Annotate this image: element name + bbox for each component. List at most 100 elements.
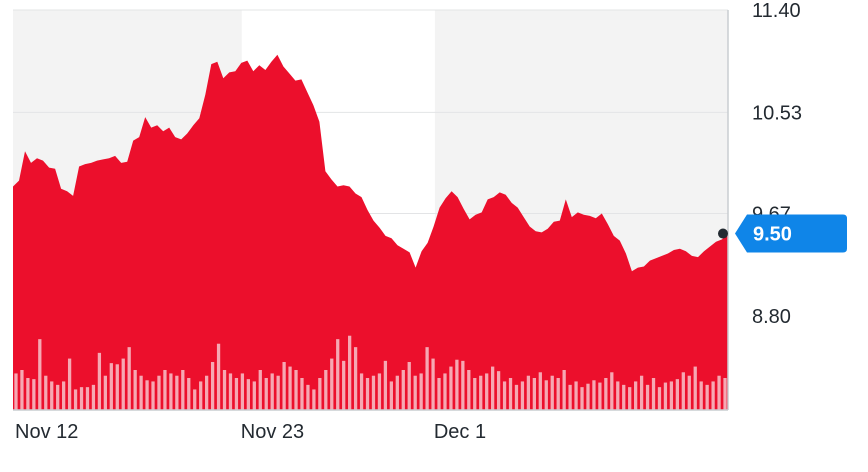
- x-tick-label: Nov 23: [241, 421, 304, 443]
- volume-bar: [348, 335, 352, 410]
- volume-bar: [127, 347, 131, 410]
- volume-bar: [395, 375, 399, 410]
- volume-bar: [210, 362, 215, 410]
- volume-bar: [437, 378, 441, 410]
- volume-bar: [38, 339, 42, 410]
- volume-bar: [550, 375, 554, 410]
- volume-bar: [312, 389, 316, 410]
- y-tick-label: 8.80: [752, 306, 791, 328]
- volume-bar: [419, 373, 423, 410]
- y-tick-label: 10.53: [752, 102, 802, 124]
- volume-bar: [687, 375, 691, 410]
- volume-bar: [67, 358, 72, 410]
- volume-bar: [574, 381, 578, 410]
- volume-bar: [461, 360, 465, 410]
- volume-bar: [610, 372, 614, 410]
- volume-bar: [514, 384, 519, 410]
- volume-bar: [133, 370, 137, 410]
- volume-bar: [371, 375, 376, 410]
- volume-bar: [151, 381, 155, 410]
- volume-bar: [228, 373, 233, 410]
- volume-bar: [455, 359, 459, 410]
- volume-bar: [157, 375, 161, 410]
- volume-bar: [216, 343, 221, 410]
- volume-bar: [556, 378, 560, 410]
- volume-bar: [282, 362, 286, 410]
- volume-bar: [169, 373, 173, 410]
- volume-bar: [306, 384, 310, 410]
- volume-bar: [264, 378, 268, 410]
- volume-bar: [50, 381, 54, 410]
- volume-bar: [79, 387, 84, 410]
- volume-bar: [26, 378, 30, 410]
- volume-bar: [592, 380, 596, 410]
- volume-bar: [240, 373, 245, 410]
- volume-bar: [425, 347, 429, 410]
- price-area-fill: [13, 54, 728, 410]
- volume-bar: [562, 370, 566, 410]
- volume-bar: [705, 384, 709, 410]
- volume-bar: [711, 381, 715, 410]
- volume-bar: [443, 373, 447, 410]
- volume-bar: [485, 373, 489, 410]
- volume-bar: [175, 375, 179, 410]
- volume-bar: [604, 378, 608, 410]
- volume-bar: [324, 370, 328, 410]
- volume-bar: [651, 378, 656, 410]
- volume-bar: [377, 373, 382, 410]
- volume-bar: [199, 381, 203, 410]
- volume-bar: [85, 387, 90, 410]
- volume-bar: [467, 370, 471, 410]
- volume-bar: [532, 378, 536, 410]
- volume-bar: [115, 364, 119, 410]
- volume-bar: [568, 384, 572, 410]
- current-price-label: 9.50: [753, 224, 792, 246]
- volume-bar: [300, 378, 304, 410]
- volume-bar: [44, 375, 48, 410]
- volume-bar: [222, 370, 227, 410]
- volume-bar: [234, 378, 239, 410]
- volume-bar: [246, 379, 250, 410]
- volume-bar: [353, 347, 358, 410]
- volume-bar: [723, 378, 727, 410]
- volume-bar: [407, 362, 411, 410]
- volume-bar: [62, 381, 66, 410]
- volume-bar: [657, 387, 662, 410]
- volume-bar: [473, 378, 477, 410]
- last-price-dot: [718, 228, 728, 239]
- volume-bar: [389, 381, 393, 410]
- volume-bar: [181, 370, 185, 410]
- volume-bar: [365, 378, 370, 410]
- x-axis-tick-labels: Nov 12 Nov 23 Dec 1: [15, 421, 486, 443]
- volume-bar: [622, 384, 626, 410]
- volume-bar: [669, 381, 674, 410]
- volume-bar: [270, 373, 274, 410]
- x-tick-label: Nov 12: [15, 421, 78, 443]
- volume-bar: [193, 389, 197, 410]
- volume-bar: [413, 375, 417, 410]
- volume-bar: [431, 358, 435, 410]
- volume-bar: [32, 379, 36, 410]
- volume-bar: [526, 375, 531, 410]
- volume-bar: [359, 373, 364, 410]
- volume-bar: [56, 384, 60, 410]
- price-tag-shape: [735, 214, 847, 253]
- volume-bar: [449, 366, 453, 410]
- volume-bar: [502, 381, 507, 410]
- volume-bar: [20, 370, 24, 410]
- volume-bar: [628, 387, 632, 410]
- volume-bar: [139, 375, 143, 410]
- volume-bar: [699, 381, 703, 410]
- volume-bar: [496, 371, 501, 410]
- volume-bar: [294, 370, 298, 410]
- volume-bar: [538, 372, 542, 410]
- volume-bar: [401, 370, 405, 410]
- volume-bar: [97, 352, 102, 410]
- volume-bar: [103, 375, 107, 410]
- volume-bar: [187, 378, 191, 410]
- y-tick-label: 11.40: [752, 0, 801, 22]
- volume-bar: [693, 366, 697, 410]
- volume-bar: [14, 373, 18, 410]
- volume-bar: [520, 381, 525, 410]
